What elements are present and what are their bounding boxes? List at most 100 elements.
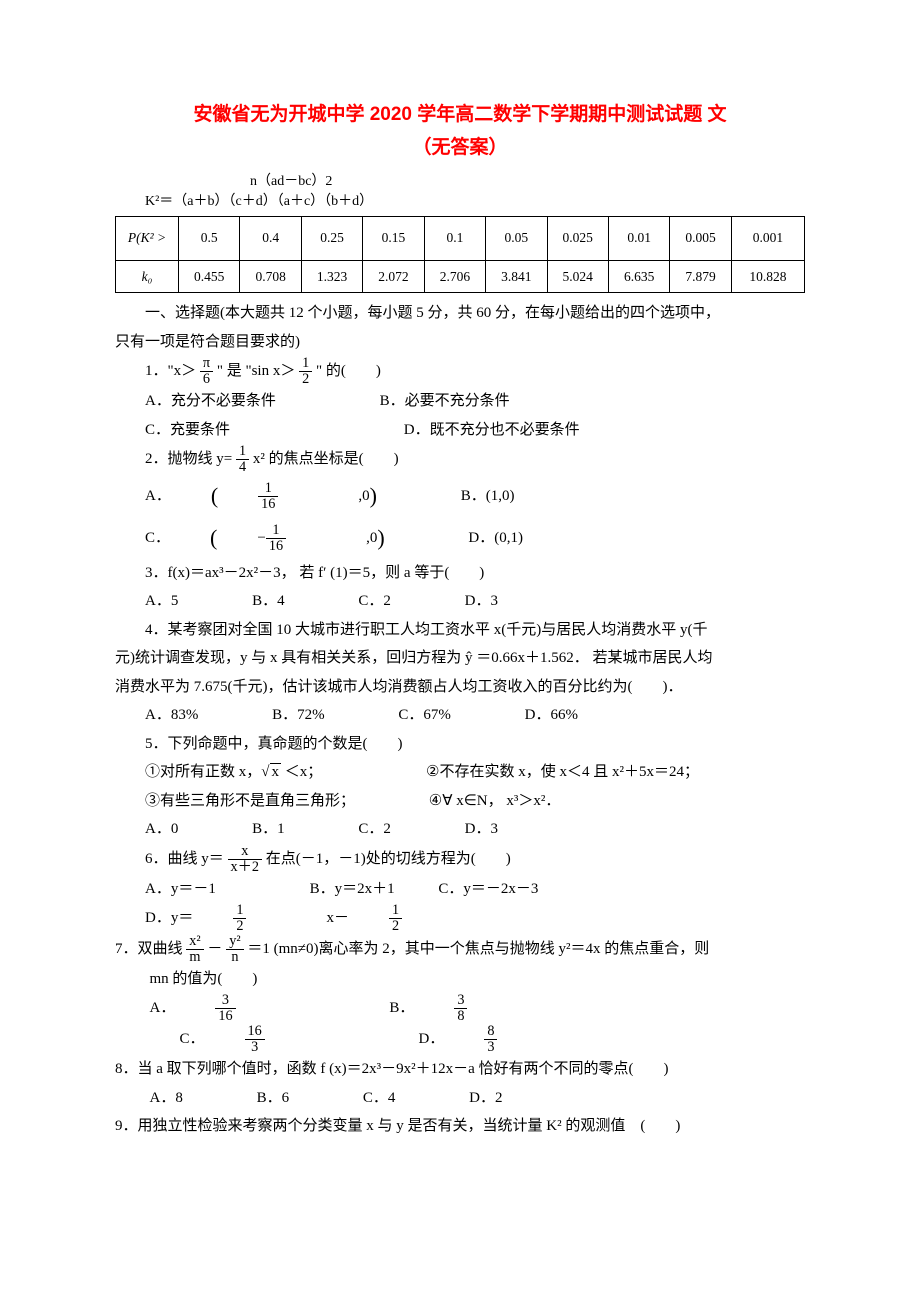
q5-sub: ①对所有正数 x，√x ＜x； ②不存在实数 x，使 x＜4 且 x²＋5x＝2…: [145, 758, 805, 787]
q7-stem: 7．双曲线 x²m － y²n ＝1 (mn≠0)离心率为 2，其中一个焦点与抛…: [115, 934, 805, 965]
text: ②不存在实数 x，使 x＜4 且 x²＋5x＝24；: [426, 764, 699, 780]
opt-a: A．8: [150, 1090, 183, 1106]
q8-options: A．8 B．6 C．4 D．2: [150, 1084, 806, 1113]
table-cell: 0.708: [240, 260, 301, 293]
opt-a: A．316: [150, 1000, 316, 1016]
opt-d: D．3: [465, 821, 498, 837]
frac-pi-6: π6: [200, 356, 213, 387]
q5-sub2: ③有些三角形不是直角三角形； ④∀ x∈N， x³＞x²．: [145, 787, 805, 816]
q4-options: A．83% B．72% C．67% D．66%: [145, 701, 805, 730]
text: " 的( ): [316, 363, 381, 379]
q1-options-row2: C．充要条件 D．既不充分也不必要条件: [145, 416, 805, 445]
opt-b: B．y＝2x＋1: [310, 881, 395, 897]
q8-stem: 8．当 a 取下列哪个值时，函数 f (x)＝2x³－9x²＋12x－a 恰好有…: [115, 1055, 805, 1084]
opt-a: A．83%: [145, 707, 198, 723]
table-cell: 7.879: [670, 260, 731, 293]
q3-stem: 3．f(x)＝ax³－2x²－3， 若 f′ (1)＝5，则 a 等于( ): [145, 559, 805, 588]
opt-d: D．3: [465, 593, 498, 609]
opt-c: C．充要条件: [145, 422, 230, 438]
k2-formula-numerator: n（ad－bc）2: [250, 172, 805, 192]
table-cell: 0.005: [670, 216, 731, 260]
q5-stem: 5．下列命题中，真命题的个数是( ): [145, 730, 805, 759]
opt-b: B．72%: [272, 707, 325, 723]
table-cell: 0.01: [608, 216, 669, 260]
opt-c: C．2: [358, 821, 391, 837]
table-header-k0: k₀: [116, 260, 179, 293]
k2-formula-denominator: K²＝（a＋b）（c＋d）（a＋c）（b＋d）: [145, 192, 805, 212]
table-cell: 0.15: [363, 216, 424, 260]
q6-options: A．y＝－1 B．y＝2x＋1 C．y＝－2x－3 D．y＝12x－12: [145, 875, 805, 934]
opt-d: D．83: [419, 1031, 578, 1047]
text: 1．"x＞: [145, 363, 196, 379]
q9-stem: 9．用独立性检验来考察两个分类变量 x 与 y 是否有关，当统计量 K² 的观测…: [115, 1112, 805, 1141]
table-cell: 0.4: [240, 216, 301, 260]
text: ＝1 (mn≠0)离心率为 2，其中一个焦点与抛物线 y²＝4x 的焦点重合，则: [247, 941, 709, 957]
opt-d: D．(0,1): [468, 530, 523, 546]
text: ＜x；: [281, 764, 322, 780]
table-header-p: P(K² >: [116, 216, 179, 260]
table-cell: 0.455: [179, 260, 240, 293]
text: x² 的焦点坐标是( ): [253, 451, 399, 467]
text: " 是 "sin x＞: [217, 363, 296, 379]
q2-stem: 2．抛物线 y= 14 x² 的焦点坐标是( ): [145, 444, 805, 475]
table-cell: 0.5: [179, 216, 240, 260]
opt-b: B．必要不充分条件: [380, 393, 510, 409]
opt-c: C．163: [180, 1031, 345, 1047]
text: 2．抛物线 y=: [145, 451, 232, 467]
opt-a: A．5: [145, 593, 178, 609]
opt-b: B．(1,0): [461, 488, 515, 504]
frac-1-2: 12: [299, 356, 312, 387]
opt-d: D．66%: [525, 707, 578, 723]
opt-a: A．y＝－1: [145, 881, 216, 897]
opt-c: C．y＝－2x－3: [438, 881, 538, 897]
sqrt-x: x: [270, 763, 282, 780]
text: 在点(－1，－1)处的切线方程为( ): [266, 851, 511, 867]
text: －: [207, 941, 222, 957]
table-cell: 10.828: [731, 260, 804, 293]
opt-b: B．4: [252, 593, 285, 609]
q7-stem-2: mn 的值为( ): [150, 965, 806, 994]
opt-c: C．4: [363, 1090, 396, 1106]
q4-line3: 消费水平为 7.675(千元)，估计该城市人均消费额占人均工资收入的百分比约为(…: [115, 673, 805, 702]
table-cell: 2.706: [424, 260, 485, 293]
table-cell: 0.25: [301, 216, 362, 260]
opt-d: D．2: [469, 1090, 502, 1106]
text: 7．双曲线: [115, 941, 183, 957]
section-intro-2: 只有一项是符合题目要求的): [115, 328, 805, 357]
opt-a: A．0: [145, 821, 178, 837]
table-cell: 0.001: [731, 216, 804, 260]
q1-options-row1: A．充分不必要条件 B．必要不充分条件: [145, 387, 805, 416]
table-cell: 2.072: [363, 260, 424, 293]
q3-options: A．5 B．4 C．2 D．3: [145, 587, 805, 616]
opt-d: D．y＝12x－12: [145, 910, 482, 926]
title-line-1: 安徽省无为开城中学 2020 学年高二数学下学期期中测试试题 文: [115, 100, 805, 130]
frac-x2-m: x²m: [186, 934, 203, 965]
title-line-2: （无答案）: [115, 130, 805, 166]
text: 6．曲线 y＝: [145, 851, 224, 867]
table-cell: 0.05: [486, 216, 547, 260]
opt-a: A．(116,0): [145, 488, 421, 504]
q7-options: A．316 B．38 C．163 D．83: [150, 993, 806, 1055]
q4-line1: 4．某考察团对全国 10 大城市进行职工人均工资水平 x(千元)与居民人均消费水…: [115, 616, 805, 645]
opt-c: C．(−116,0): [145, 530, 428, 546]
q4-line2: 元)统计调查发现，y 与 x 具有相关关系，回归方程为 ŷ ＝0.66x＋1.5…: [115, 644, 805, 673]
q2-options: A．(116,0) B．(1,0) C．(−116,0) D．(0,1): [145, 475, 805, 559]
table-cell: 6.635: [608, 260, 669, 293]
text: ③有些三角形不是直角三角形；: [145, 793, 355, 809]
text: ①对所有正数 x，: [145, 764, 261, 780]
table-cell: 1.323: [301, 260, 362, 293]
table-cell: 0.1: [424, 216, 485, 260]
opt-b: B．6: [257, 1090, 290, 1106]
q1-stem: 1．"x＞ π6 " 是 "sin x＞ 12 " 的( ): [145, 356, 805, 387]
opt-b: B．1: [252, 821, 285, 837]
q6-stem: 6．曲线 y＝ xx＋2 在点(－1，－1)处的切线方程为( ): [145, 844, 805, 875]
table-cell: 0.025: [547, 216, 608, 260]
frac-1-4: 14: [236, 444, 249, 475]
opt-c: C．67%: [398, 707, 451, 723]
section-intro-1: 一、选择题(本大题共 12 个小题，每小题 5 分，共 60 分，在每小题给出的…: [115, 299, 805, 328]
page: 安徽省无为开城中学 2020 学年高二数学下学期期中测试试题 文 （无答案） n…: [0, 0, 920, 1302]
opt-b: B．38: [389, 1000, 547, 1016]
frac-x-xp2: xx＋2: [228, 844, 263, 875]
opt-c: C．2: [358, 593, 391, 609]
opt-d: D．既不充分也不必要条件: [404, 422, 580, 438]
